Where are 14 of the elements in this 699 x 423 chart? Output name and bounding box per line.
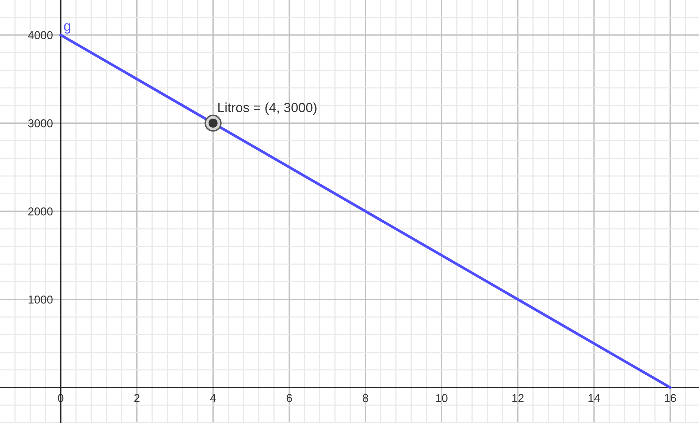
x-tick-label: 8	[363, 394, 368, 402]
x-tick-label: 6	[286, 394, 292, 402]
x-tick-label: 14	[588, 394, 600, 402]
x-tick-label: 4	[210, 394, 216, 402]
x-tick-label: 2	[134, 394, 140, 402]
x-tick-label: 10	[436, 394, 448, 402]
annotation: Litros = (4, 3000)	[218, 102, 317, 116]
y-tick-label: 1000	[28, 296, 53, 304]
series-label: g	[64, 24, 71, 34]
y-tick-label: 2000	[28, 208, 53, 216]
x-tick-label: 12	[512, 394, 524, 402]
y-tick-label: 4000	[28, 31, 53, 40]
x-tick-label: 16	[664, 394, 676, 402]
y-tick-label: 3000	[28, 120, 53, 128]
